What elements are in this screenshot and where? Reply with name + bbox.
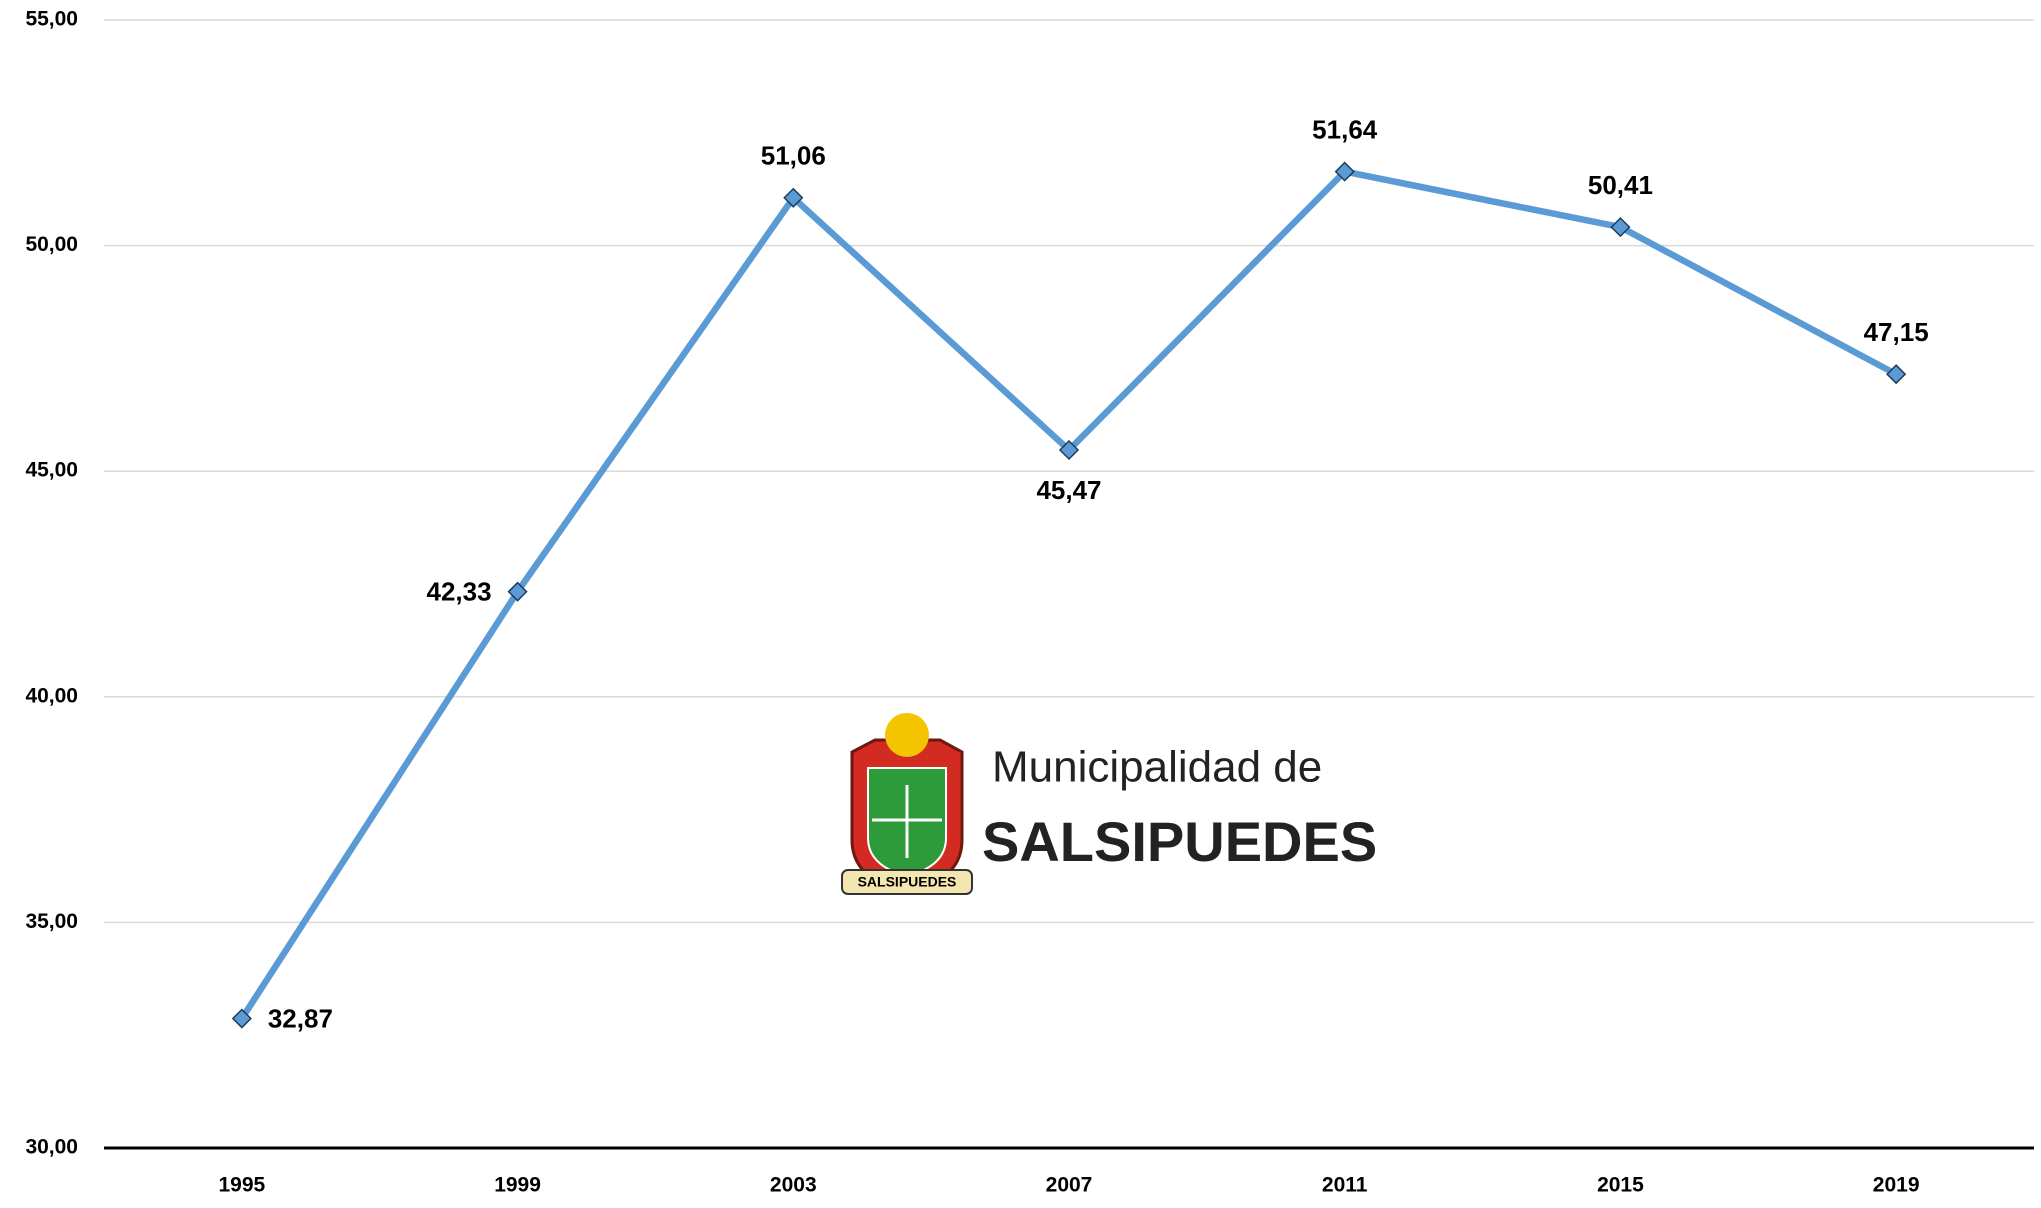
data-label: 51,64 bbox=[1312, 114, 1378, 144]
sun bbox=[885, 713, 929, 757]
logo-line1: Municipalidad de bbox=[992, 743, 1322, 792]
x-tick-label: 2019 bbox=[1873, 1174, 1920, 1197]
x-tick-label: 2007 bbox=[1046, 1174, 1093, 1197]
logo: SALSIPUEDES Municipalidad de SALSIPUEDES bbox=[841, 713, 1377, 895]
data-label: 50,41 bbox=[1588, 170, 1653, 200]
y-tick-label: 50,00 bbox=[25, 233, 78, 256]
data-label: 47,15 bbox=[1864, 317, 1929, 347]
y-tick-label: 55,00 bbox=[25, 8, 78, 31]
marker bbox=[1886, 364, 1907, 385]
x-tick-label: 1995 bbox=[218, 1174, 265, 1197]
data-label: 45,47 bbox=[1036, 475, 1101, 505]
x-tick-label: 1999 bbox=[494, 1174, 541, 1197]
marker bbox=[1058, 439, 1080, 461]
marker bbox=[1334, 161, 1355, 182]
y-tick-label: 40,00 bbox=[25, 684, 78, 707]
y-tick-label: 30,00 bbox=[25, 1136, 78, 1159]
logo-line2: SALSIPUEDES bbox=[982, 810, 1377, 873]
marker bbox=[231, 1008, 252, 1029]
marker bbox=[783, 187, 804, 208]
x-tick-label: 2011 bbox=[1322, 1174, 1368, 1197]
x-tick-label: 2015 bbox=[1597, 1174, 1644, 1197]
data-label: 32,87 bbox=[268, 1003, 333, 1033]
data-label: 51,06 bbox=[761, 141, 826, 171]
marker bbox=[1610, 217, 1631, 238]
data-label: 42,33 bbox=[426, 577, 491, 607]
x-tick-label: 2003 bbox=[770, 1174, 817, 1197]
badge-text: SALSIPUEDES bbox=[858, 874, 957, 890]
y-tick-label: 45,00 bbox=[25, 459, 78, 482]
badge bbox=[841, 869, 973, 895]
y-tick-label: 35,00 bbox=[25, 910, 78, 933]
marker bbox=[507, 581, 528, 602]
